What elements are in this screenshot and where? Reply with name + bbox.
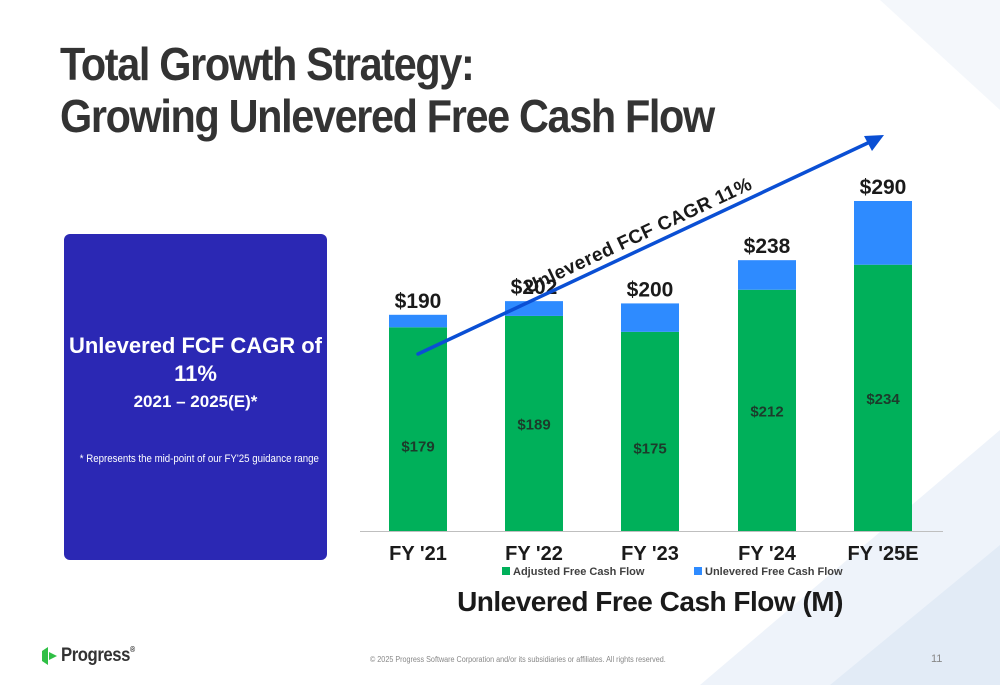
bar-unlevered-fcf-increment [854, 201, 912, 265]
progress-logo-icon [42, 647, 57, 665]
legend-entry: Unlevered Free Cash Flow [705, 566, 843, 578]
x-tick-label: FY '23 [621, 543, 679, 565]
progress-logo-text: Progress® [61, 645, 135, 667]
bar-total-label: $200 [627, 278, 674, 301]
bar-value-label: $189 [517, 416, 550, 433]
callout-heading: Unlevered FCF CAGR of 11% [68, 333, 323, 386]
x-tick-label: FY '24 [738, 543, 797, 565]
bar-value-label: $179 [401, 438, 434, 455]
copyright-notice: © 2025 Progress Software Corporation and… [370, 655, 666, 664]
cagr-trend-arrow [416, 139, 874, 356]
legend-swatch [694, 567, 702, 575]
bar-adjusted-fcf [505, 315, 563, 531]
x-tick-label: FY '21 [389, 543, 447, 565]
bar-total-label: $190 [395, 290, 442, 313]
cagr-arrowhead-icon [864, 135, 884, 151]
callout-period: 2021 – 2025(E)* [133, 392, 258, 411]
progress-logo: Progress® [40, 645, 145, 667]
callout-footnote: * Represents the mid-point of our FY'25 … [79, 453, 319, 465]
x-tick-label: FY '22 [505, 543, 563, 565]
bar-unlevered-fcf-increment [738, 260, 796, 290]
bar-adjusted-fcf [738, 289, 796, 531]
bar-unlevered-fcf-increment [389, 314, 447, 328]
cagr-callout-box: Unlevered FCF CAGR of 11% 2021 – 2025(E)… [64, 234, 327, 560]
title-line-2: Growing Unlevered Free Cash Flow [60, 90, 715, 142]
progress-logo-tm: ® [129, 645, 135, 654]
slide-title: Total Growth Strategy: Growing Unlevered… [60, 38, 715, 142]
bar-adjusted-fcf [389, 327, 447, 531]
title-line-1: Total Growth Strategy: [60, 38, 475, 90]
progress-logo-wordmark: Progress [61, 645, 130, 666]
bar-value-label: $234 [866, 391, 900, 408]
x-axis-title: Unlevered Free Cash Flow (M) [457, 586, 843, 617]
bar-total-label: $290 [860, 176, 907, 199]
legend-entry: Adjusted Free Cash Flow [513, 566, 645, 578]
bar-adjusted-fcf [621, 331, 679, 531]
bar-adjusted-fcf [854, 264, 912, 531]
bar-value-label: $212 [750, 403, 783, 420]
legend-swatch [502, 567, 510, 575]
bar-value-label: $175 [633, 440, 666, 457]
bar-total-label: $238 [744, 235, 791, 258]
bar-unlevered-fcf-increment [621, 303, 679, 332]
x-tick-label: FY '25E [847, 543, 918, 565]
page-number: 11 [931, 653, 943, 665]
